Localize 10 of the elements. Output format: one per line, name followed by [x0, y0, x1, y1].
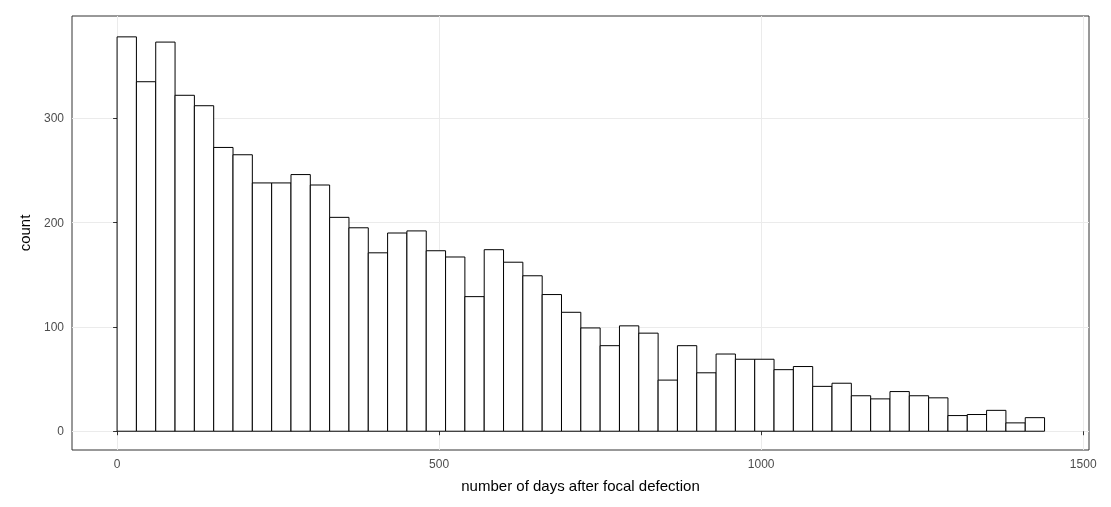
- x-axis-title: number of days after focal defection: [461, 477, 700, 494]
- x-tick-label: 1000: [747, 457, 775, 471]
- x-tick-label: 500: [429, 457, 450, 471]
- y-tick-label: 300: [43, 111, 65, 126]
- y-tick-label: 200: [43, 215, 65, 230]
- x-tick-label: 1500: [1069, 457, 1097, 471]
- x-tick-label: 0: [113, 457, 121, 471]
- y-tick-label: 0: [57, 424, 65, 439]
- y-axis-title: count: [16, 213, 33, 252]
- y-tick-label: 100: [43, 319, 65, 334]
